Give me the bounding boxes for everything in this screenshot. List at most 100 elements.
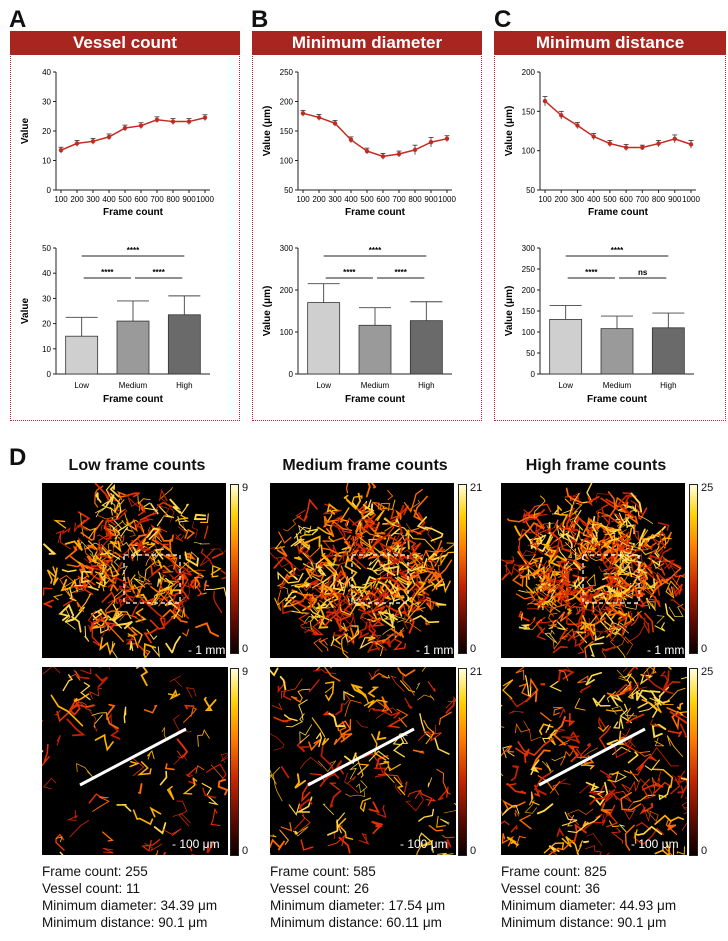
- vessel-segment: [576, 840, 583, 855]
- vessel-segment: [105, 599, 116, 620]
- vessel-segment: [333, 824, 343, 839]
- y-tick-label: 100: [522, 147, 536, 156]
- vessel-segment: [71, 575, 89, 588]
- vessel-segment: [94, 506, 107, 518]
- vessel-segment: [368, 750, 390, 762]
- vessel-segment: [514, 809, 520, 817]
- vessel-segment: [543, 559, 551, 574]
- vessel-segment: [88, 688, 102, 699]
- vessel-segment: [544, 632, 558, 644]
- vessel-segment: [182, 628, 190, 637]
- vessel-segment: [586, 743, 591, 747]
- data-point: [607, 141, 613, 146]
- vessel-segment: [169, 675, 182, 687]
- vessel-segment: [651, 723, 667, 739]
- y-tick-label: 200: [280, 286, 294, 295]
- vessel-segment: [671, 577, 683, 595]
- vessel-segment: [658, 784, 671, 801]
- data-point: [364, 148, 370, 154]
- vessel-segment: [548, 619, 557, 630]
- vessel-segment: [143, 628, 158, 644]
- vessel-segment: [651, 768, 674, 789]
- vessel-segment: [640, 595, 661, 607]
- vessel-segment: [506, 782, 527, 795]
- caption-min-distance: Minimum distance: 90.1 μm: [501, 915, 667, 930]
- vessel-segment: [52, 566, 59, 586]
- vessel-segment: [308, 679, 320, 693]
- vessel-segment: [510, 824, 518, 833]
- vessel-segment: [298, 581, 308, 599]
- vessel-segment: [600, 621, 622, 636]
- vessel-segment: [518, 682, 530, 697]
- y-tick-label: 0: [289, 370, 294, 379]
- vessel-segment: [418, 808, 435, 822]
- vessel-segment: [295, 533, 310, 551]
- vessel-segment: [310, 613, 326, 625]
- vessel-segment: [77, 511, 91, 528]
- vessel-segment: [364, 590, 376, 596]
- vessel-segment: [329, 595, 347, 607]
- vessel-segment: [66, 718, 86, 737]
- category-label: Low: [74, 381, 89, 390]
- vessel-segment: [633, 602, 652, 607]
- vessel-segment: [434, 542, 454, 552]
- vessel-segment: [612, 562, 630, 576]
- vessel-segment: [372, 585, 382, 597]
- vessel-segment: [123, 573, 132, 593]
- vessel-segment: [529, 677, 539, 691]
- bar-high: [409, 320, 443, 375]
- vessel-segment: [425, 596, 432, 612]
- vessel-segment: [270, 838, 286, 851]
- vessel-segment: [590, 518, 601, 530]
- vessel-segment: [428, 570, 442, 584]
- vessel-segment: [138, 502, 144, 512]
- vessel-segment: [407, 789, 422, 799]
- panel-b-title: Minimum diameter: [252, 31, 482, 55]
- vessel-segment: [210, 807, 221, 827]
- vessel-segment: [409, 552, 422, 570]
- vessel-segment: [107, 712, 112, 726]
- vessel-segment: [595, 493, 612, 503]
- vessel-segment: [343, 690, 355, 701]
- vessel-segment: [373, 767, 386, 778]
- data-point: [623, 145, 629, 150]
- vessel-segment: [324, 685, 334, 694]
- caption-vessel-count: Vessel count: 36: [501, 881, 601, 896]
- vessel-segment: [105, 703, 119, 730]
- data-point: [672, 136, 677, 142]
- vessel-segment: [605, 709, 623, 712]
- vessel-segment: [346, 776, 357, 785]
- vessel-segment: [129, 760, 140, 768]
- vessel-segment: [402, 674, 415, 696]
- vessel-segment: [536, 597, 548, 606]
- vessel-segment: [127, 542, 139, 558]
- vessel-segment: [358, 763, 364, 778]
- y-tick-label: 100: [280, 157, 294, 166]
- vessel-segment: [538, 723, 554, 736]
- vessel-segment: [606, 804, 619, 828]
- vessel-segment: [604, 628, 615, 642]
- colorbar-max-label: 21: [470, 482, 483, 494]
- vessel-segment: [626, 707, 635, 721]
- vessel-segment: [571, 574, 588, 584]
- vessel-segment: [112, 526, 119, 537]
- vessel-segment: [525, 574, 535, 594]
- vessel-segment: [42, 755, 50, 767]
- vessel-segment: [431, 559, 453, 592]
- vessel-segment: [622, 539, 646, 549]
- vessel-segment: [435, 602, 447, 606]
- x-tick-label: 600: [619, 195, 633, 204]
- vessel-segment: [534, 522, 542, 537]
- vessel-segment: [84, 544, 96, 550]
- colorbar-max-label: 25: [701, 482, 714, 494]
- y-tick-label: 50: [526, 349, 535, 358]
- vessel-segment: [639, 579, 654, 597]
- vessel-segment: [619, 703, 633, 724]
- vessel-segment: [635, 571, 646, 580]
- vessel-segment: [676, 846, 686, 855]
- vessel-segment: [415, 579, 436, 596]
- bar-low: [65, 335, 99, 375]
- vessel-segment: [68, 586, 77, 602]
- vessel-segment: [508, 710, 525, 714]
- vessel-segment: [598, 564, 614, 572]
